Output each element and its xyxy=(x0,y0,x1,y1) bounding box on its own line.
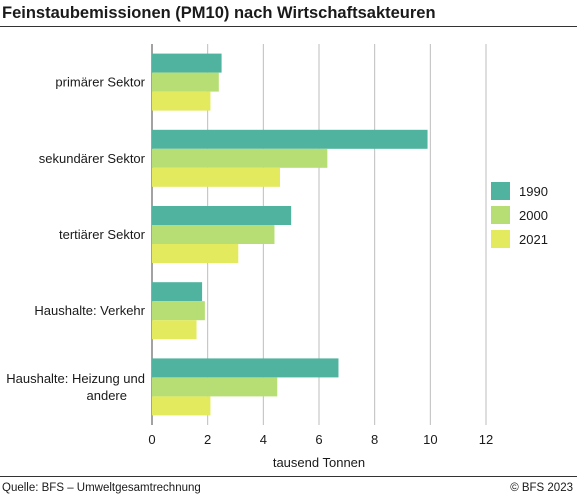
bar xyxy=(152,206,292,225)
x-tick-label: 2 xyxy=(204,432,211,447)
bars xyxy=(152,53,428,416)
bar xyxy=(152,320,197,340)
x-axis-label: tausend Tonnen xyxy=(273,455,365,470)
legend-swatch xyxy=(491,230,510,248)
footer-divider xyxy=(0,476,577,477)
legend-label: 2021 xyxy=(519,232,548,247)
bar xyxy=(152,91,211,111)
x-tick-label: 6 xyxy=(315,432,322,447)
legend-swatch xyxy=(491,206,510,224)
title-divider xyxy=(0,26,577,27)
copyright-note: © BFS 2023 xyxy=(510,482,573,494)
category-labels: primärer Sektor sekundärer Sektor tertiäre… xyxy=(6,75,145,403)
legend-label: 2000 xyxy=(519,208,548,223)
category-label: primärer Sektor xyxy=(55,75,145,90)
x-tick-label: 0 xyxy=(148,432,155,447)
bar xyxy=(152,72,219,92)
x-tick-label: 4 xyxy=(260,432,267,447)
category-label: Haushalte: Heizung und andere xyxy=(6,371,145,403)
category-label: Haushalte: Verkehr xyxy=(34,303,145,318)
source-note: Quelle: BFS – Umweltgesamtrechnung xyxy=(2,482,201,494)
category-label: tertiärer Sektor xyxy=(59,227,146,242)
x-tick-label: 10 xyxy=(423,432,437,447)
legend: 1990 2000 2021 xyxy=(491,182,548,248)
bar-chart: primärer Sektor sekundärer Sektor tertiäre… xyxy=(6,44,548,470)
category-label: sekundärer Sektor xyxy=(39,151,146,166)
bar xyxy=(152,225,275,244)
bar xyxy=(152,396,211,416)
bar xyxy=(152,167,281,187)
bar xyxy=(152,148,328,168)
bar xyxy=(152,358,339,378)
bar xyxy=(152,282,203,302)
bar xyxy=(152,301,205,321)
legend-label: 1990 xyxy=(519,184,548,199)
bar xyxy=(152,129,428,149)
x-tick-label: 8 xyxy=(371,432,378,447)
bar xyxy=(152,53,222,73)
chart-title: Feinstaubemissionen (PM10) nach Wirtscha… xyxy=(2,4,436,22)
legend-swatch xyxy=(491,182,510,200)
x-tick-label: 12 xyxy=(479,432,493,447)
bar xyxy=(152,377,278,397)
bar xyxy=(152,244,239,263)
x-tick-labels: 0 2 4 6 8 10 12 xyxy=(148,432,493,447)
